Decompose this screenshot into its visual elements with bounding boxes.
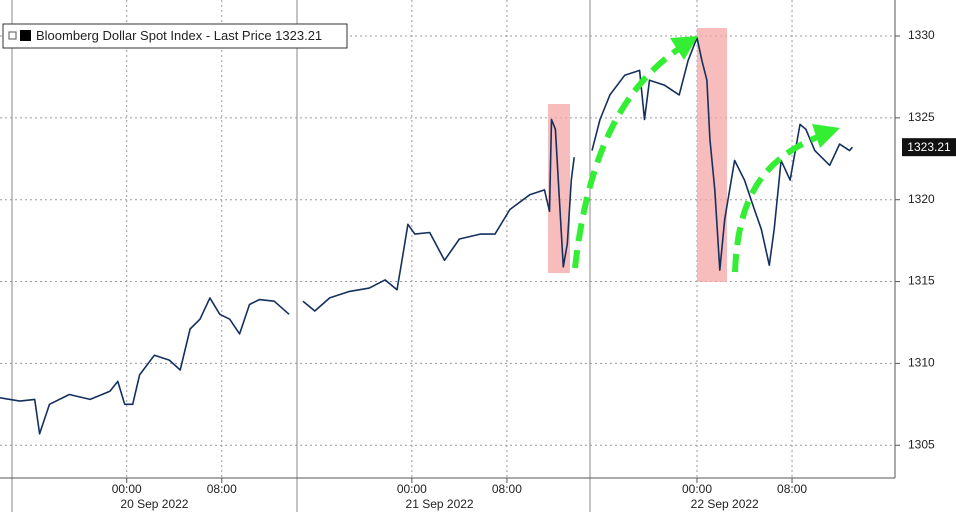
y-tick-label: 1315	[908, 274, 935, 288]
date-label: 21 Sep 2022	[406, 497, 474, 511]
x-tick-label: 00:00	[682, 482, 712, 496]
y-tick-label: 1305	[908, 437, 935, 451]
date-label: 20 Sep 2022	[120, 497, 188, 511]
legend: Bloomberg Dollar Spot Index - Last Price…	[2, 23, 348, 49]
x-tick-label: 08:00	[492, 482, 522, 496]
price-line	[302, 118, 575, 312]
trend-arrow	[732, 124, 840, 273]
line-layer	[0, 36, 854, 435]
last-price-box	[902, 138, 956, 157]
grid-layer	[0, 0, 900, 483]
y-tick-label: 1325	[908, 110, 935, 124]
price-line	[0, 297, 290, 435]
last-price-label: 1323.21	[907, 140, 951, 154]
y-tick-label: 1320	[908, 192, 935, 206]
legend-swatch	[20, 30, 31, 41]
price-line	[591, 36, 854, 271]
x-tick-label: 00:00	[397, 482, 427, 496]
legend-label: Bloomberg Dollar Spot Index - Last Price…	[36, 28, 322, 43]
legend-toggle	[8, 31, 17, 40]
y-tick-label: 1330	[908, 28, 935, 42]
trend-arrow	[572, 36, 698, 269]
x-tick-label: 00:00	[112, 482, 142, 496]
y-tick-label: 1310	[908, 356, 935, 370]
date-label: 22 Sep 2022	[691, 497, 759, 511]
x-tick-label: 08:00	[777, 482, 807, 496]
x-tick-label: 08:00	[207, 482, 237, 496]
legend-box	[2, 23, 348, 49]
